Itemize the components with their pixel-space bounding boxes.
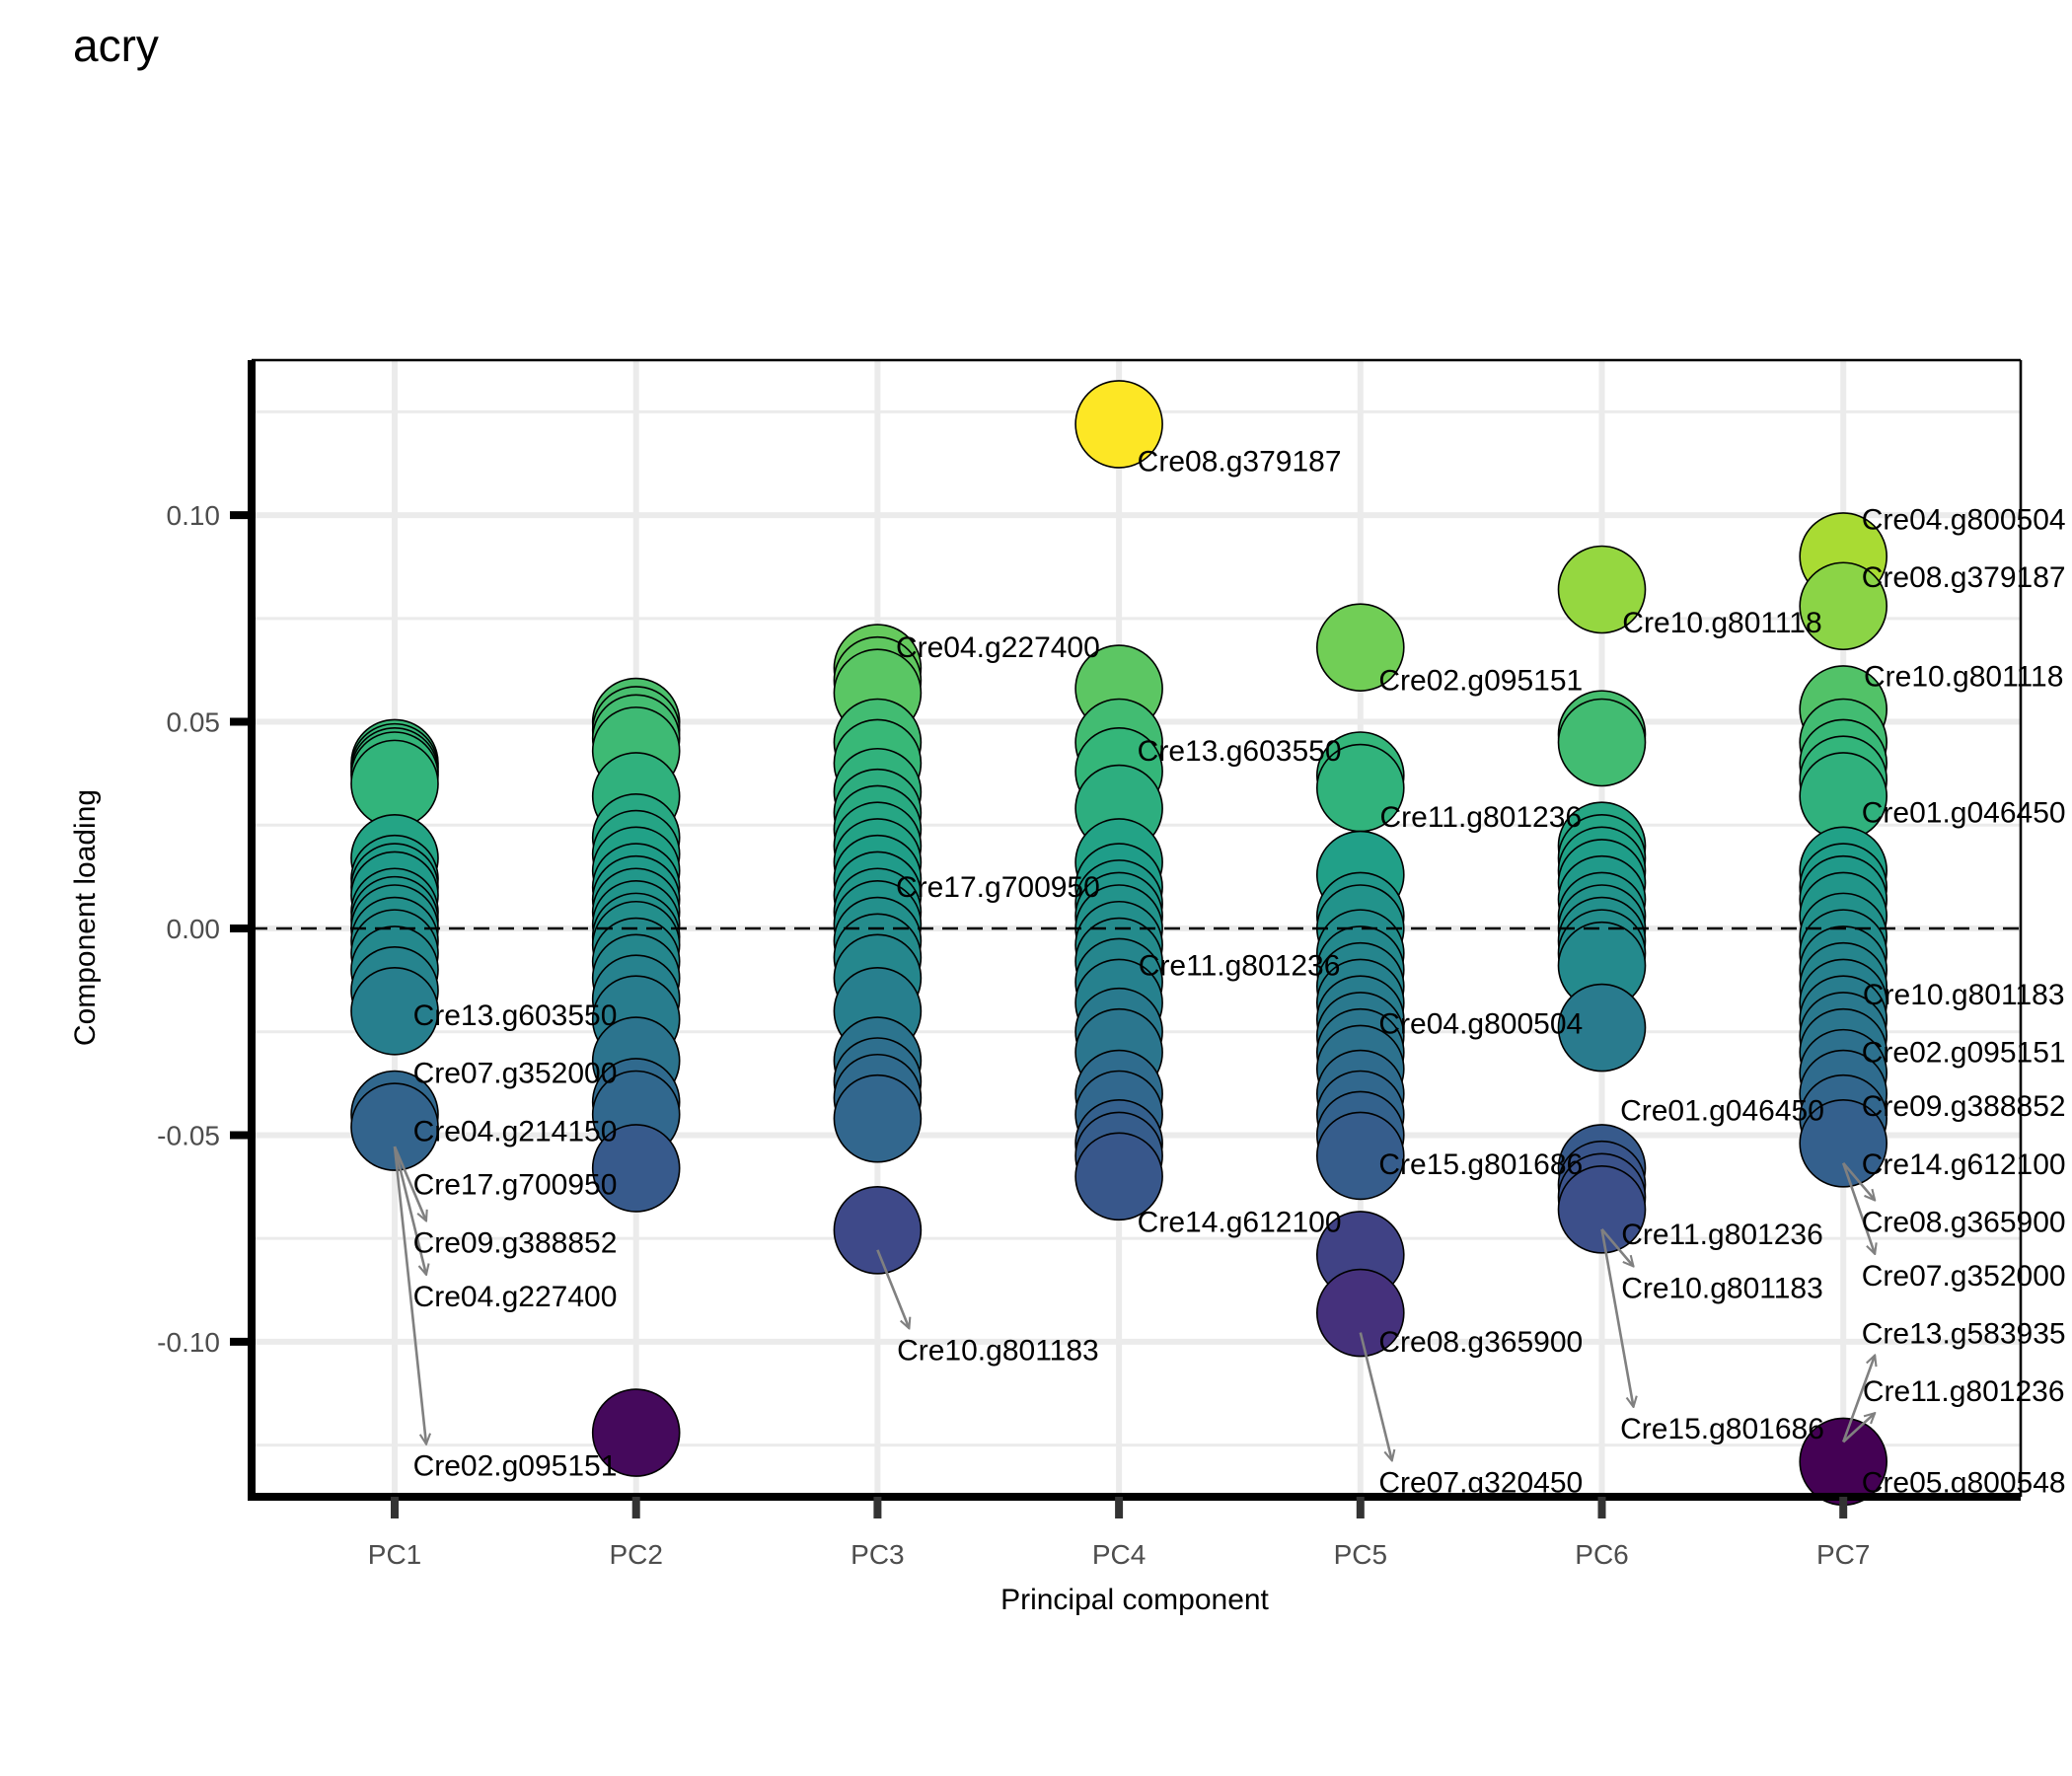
annotation-label: Cre15.g801686	[1620, 1413, 1824, 1445]
annotation-arrow	[1359, 1332, 1392, 1461]
data-point-pc5	[1316, 1111, 1405, 1201]
annotation-arrow	[876, 1249, 909, 1328]
annotation-label: Cre07.g352000	[413, 1058, 618, 1090]
annotation-label: Cre10.g801183	[1863, 979, 2065, 1011]
data-point-pc2	[591, 1388, 681, 1477]
annotation-label: Cre09.g388852	[413, 1226, 618, 1259]
annotation-label: Cre17.g700950	[896, 871, 1100, 904]
data-point-pc4	[1074, 380, 1163, 469]
axes: 0.10 0.05 0.00 -0.05 -0.10 PC1 PC2 PC3 PC4 PC5 PC6…	[157, 358, 2023, 1570]
annotation-label: Cre08.g365900	[1378, 1326, 1583, 1359]
y-axis-title: Component loading	[69, 789, 102, 1046]
annotation-label: Cre01.g046450	[1862, 797, 2066, 830]
data-point-pc4	[1074, 1132, 1163, 1221]
data-point-pc6	[1557, 545, 1647, 634]
annotation-label: Cre08.g379187	[1138, 446, 1342, 479]
annotation-label: Cre14.g612100	[1138, 1206, 1342, 1238]
annotation-arrow	[1841, 1356, 1875, 1443]
annotation-label: Cre04.g227400	[413, 1281, 618, 1313]
data-point-pc6	[1557, 698, 1647, 787]
x-tick-label: PC1	[368, 1539, 421, 1570]
annotation-label: Cre09.g388852	[1862, 1090, 2066, 1123]
annotation-label: Cre04.g214150	[413, 1115, 618, 1147]
annotation-label: Cre11.g801236	[1379, 801, 1582, 834]
x-tick-label: PC6	[1575, 1539, 1628, 1570]
annotation-arrows	[393, 1146, 1875, 1461]
data-point-pc6	[1557, 983, 1647, 1073]
annotation-label: Cre10.g801118	[1622, 607, 1821, 639]
y-tick-label: 0.00	[167, 914, 221, 944]
annotation-label: Cre13.g603550	[1138, 735, 1342, 768]
data-point-pc7	[1799, 561, 1887, 651]
x-tick-label: PC4	[1092, 1539, 1146, 1570]
annotation-label: Cre04.g227400	[896, 631, 1100, 664]
annotation-label: Cre14.g612100	[1862, 1148, 2066, 1181]
annotation-arrow	[393, 1146, 426, 1221]
y-tick-label: 0.10	[167, 500, 221, 531]
y-tick-label: -0.10	[157, 1327, 220, 1358]
x-tick-label: PC7	[1816, 1539, 1870, 1570]
annotation-label: Cre11.g801236	[1863, 1375, 2065, 1408]
chart-title: acry	[73, 20, 159, 71]
data-point-pc2	[591, 1124, 681, 1213]
annotation-label: Cre04.g800504	[1378, 1007, 1583, 1040]
x-tick-label: PC3	[851, 1539, 904, 1570]
annotation-arrow	[1842, 1161, 1875, 1201]
annotation-label: Cre08.g379187	[1862, 561, 2066, 594]
data-points	[252, 380, 2021, 1507]
annotation-arrow	[1600, 1228, 1634, 1407]
data-point-pc6	[1557, 1165, 1647, 1254]
annotation-label: Cre04.g800504	[1862, 503, 2066, 536]
annotation-label: Cre10.g801118	[1864, 660, 2063, 693]
x-axis-title: Principal component	[1000, 1584, 1269, 1616]
annotation-arrow	[393, 1146, 426, 1444]
annotation-label: Cre11.g801236	[1621, 1219, 1823, 1251]
data-point-pc1	[350, 1082, 439, 1171]
data-point-pc3	[833, 1186, 923, 1275]
annotation-label: Cre02.g095151	[1862, 1037, 2066, 1070]
annotation-label: Cre10.g801183	[897, 1334, 1099, 1367]
annotation-label: Cre15.g801686	[1378, 1148, 1583, 1181]
annotation-arrow	[1842, 1413, 1875, 1443]
data-point-pc3	[833, 1073, 923, 1163]
annotation-label: Cre02.g095151	[1378, 665, 1583, 698]
annotation-label: Cre13.g583935	[1862, 1318, 2066, 1351]
annotation-label: Cre08.g365900	[1862, 1206, 2066, 1238]
y-tick-label: 0.05	[167, 707, 221, 738]
annotation-label: Cre13.g603550	[413, 999, 618, 1032]
annotation-label: Cre11.g801236	[1139, 950, 1341, 983]
annotation-label: Cre17.g700950	[413, 1169, 618, 1202]
data-point-pc5	[1316, 1268, 1405, 1358]
annotation-label: Cre07.g352000	[1862, 1260, 2066, 1293]
x-tick-label: PC2	[609, 1539, 662, 1570]
x-tick-label: PC5	[1334, 1539, 1387, 1570]
annotation-arrow	[393, 1146, 426, 1275]
data-point-pc1	[350, 966, 439, 1056]
annotation-label: Cre02.g095151	[413, 1450, 618, 1483]
annotation-arrow	[1841, 1162, 1875, 1254]
data-point-pc5	[1316, 603, 1405, 692]
annotation-arrow	[1600, 1228, 1634, 1267]
annotation-label: Cre01.g046450	[1620, 1094, 1824, 1127]
annotation-label: Cre10.g801183	[1621, 1272, 1823, 1304]
y-tick-label: -0.05	[157, 1120, 220, 1150]
data-point-pc7	[1799, 1099, 1887, 1188]
